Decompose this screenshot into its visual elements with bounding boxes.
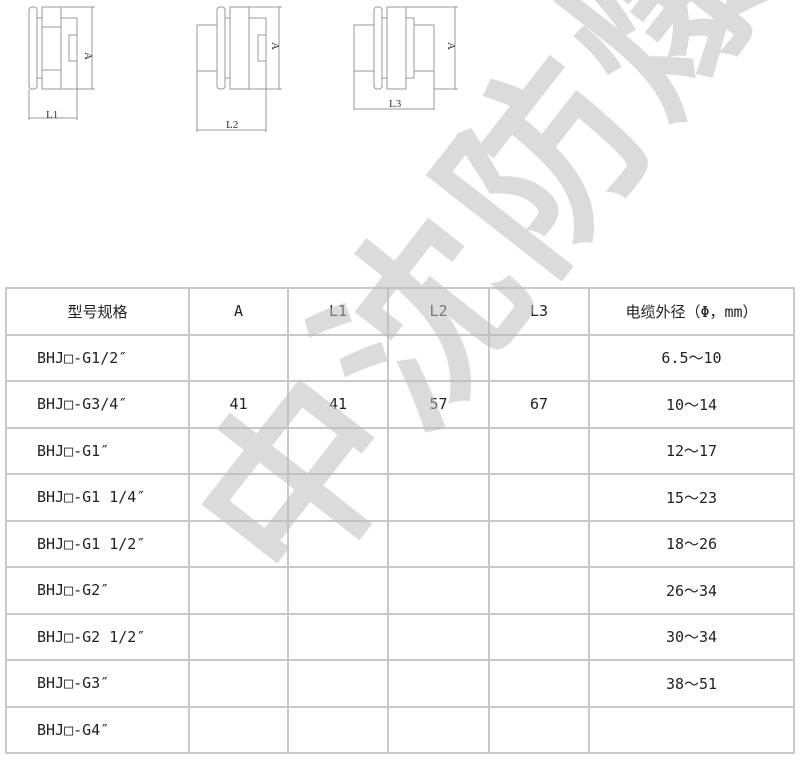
table-cell [287, 612, 389, 661]
table-cell [188, 566, 289, 615]
table-cell: BHJ□-G1″ [5, 426, 190, 475]
table-cell: 41 [287, 380, 389, 429]
table-cell [488, 659, 590, 708]
table-cell: BHJ□-G1/2″ [5, 333, 190, 382]
table-cell [287, 333, 389, 382]
table-cell: 67 [488, 380, 590, 429]
spec-table: 型号规格 A L1 L2 L3 电缆外径（Φ，mm） BHJ□-G1/2″ 6.5～10 BHJ… [5, 287, 795, 754]
dim-label: L1 [46, 109, 58, 121]
fitting-drawings: A L1 A L2 A L3 [28, 6, 458, 132]
table-cell: 18～26 [588, 519, 795, 568]
table-cell [387, 705, 490, 754]
table-cell: 10～14 [588, 380, 795, 429]
drawing-3: A L3 [353, 6, 458, 110]
table-cell: 12～17 [588, 426, 795, 475]
table-cell [188, 659, 289, 708]
table-cell [488, 473, 590, 522]
table-cell: 41 [188, 380, 289, 429]
table-cell: BHJ□-G2 1/2″ [5, 612, 190, 661]
column-header: 型号规格 [5, 287, 190, 336]
table-cell [488, 612, 590, 661]
table-cell [387, 659, 490, 708]
table-cell: BHJ□-G2″ [5, 566, 190, 615]
dim-label: A [82, 52, 94, 60]
table-cell [488, 519, 590, 568]
table-cell [588, 705, 795, 754]
table-cell: BHJ□-G1 1/2″ [5, 519, 190, 568]
table-cell [287, 705, 389, 754]
table-row: BHJ□-G3″ 38～51 [5, 659, 795, 708]
table-cell [387, 473, 490, 522]
drawing-1: A L1 [28, 6, 95, 121]
table-cell [488, 705, 590, 754]
table-cell: 30～34 [588, 612, 795, 661]
table-row: BHJ□-G2″ 26～34 [5, 566, 795, 615]
table-cell: 15～23 [588, 473, 795, 522]
table-cell: 26～34 [588, 566, 795, 615]
table-row: BHJ□-G1/2″ 6.5～10 [5, 333, 795, 382]
table-cell [287, 659, 389, 708]
column-header: A [188, 287, 289, 336]
header-row: 型号规格 A L1 L2 L3 电缆外径（Φ，mm） [5, 287, 795, 336]
dim-label: A [445, 42, 457, 50]
table-cell: BHJ□-G3″ [5, 659, 190, 708]
table-cell [387, 566, 490, 615]
table-cell [287, 426, 389, 475]
table-cell [287, 566, 389, 615]
table-row: BHJ□-G3/4″ 41 41 57 67 10～14 [5, 380, 795, 429]
column-header: 电缆外径（Φ，mm） [588, 287, 795, 336]
table-cell: BHJ□-G4″ [5, 705, 190, 754]
table-cell [387, 426, 490, 475]
dim-label: A [269, 42, 281, 50]
table-cell [188, 473, 289, 522]
table-cell: 38～51 [588, 659, 795, 708]
dim-label: L3 [389, 98, 402, 110]
column-header: L3 [488, 287, 590, 336]
table-cell [387, 519, 490, 568]
table-cell [488, 566, 590, 615]
drawing-2: A L2 [196, 6, 282, 132]
table-cell [188, 612, 289, 661]
table-cell [488, 333, 590, 382]
table-row: BHJ□-G2 1/2″ 30～34 [5, 612, 795, 661]
table-cell [287, 519, 389, 568]
table-cell: BHJ□-G1 1/4″ [5, 473, 190, 522]
table-cell: BHJ□-G3/4″ [5, 380, 190, 429]
table-cell: 57 [387, 380, 490, 429]
table-cell [488, 426, 590, 475]
table-cell [188, 705, 289, 754]
table-row: BHJ□-G1″ 12～17 [5, 426, 795, 475]
dim-label: L2 [226, 119, 238, 131]
table-cell [287, 473, 389, 522]
table-cell [188, 519, 289, 568]
table-row: BHJ□-G1 1/4″ 15～23 [5, 473, 795, 522]
column-header: L1 [287, 287, 389, 336]
table-cell: 6.5～10 [588, 333, 795, 382]
table-cell [387, 333, 490, 382]
table-row: BHJ□-G1 1/2″ 18～26 [5, 519, 795, 568]
table-row: BHJ□-G4″ [5, 705, 795, 754]
table-cell [188, 333, 289, 382]
table-cell [188, 426, 289, 475]
column-header: L2 [387, 287, 490, 336]
table-cell [387, 612, 490, 661]
